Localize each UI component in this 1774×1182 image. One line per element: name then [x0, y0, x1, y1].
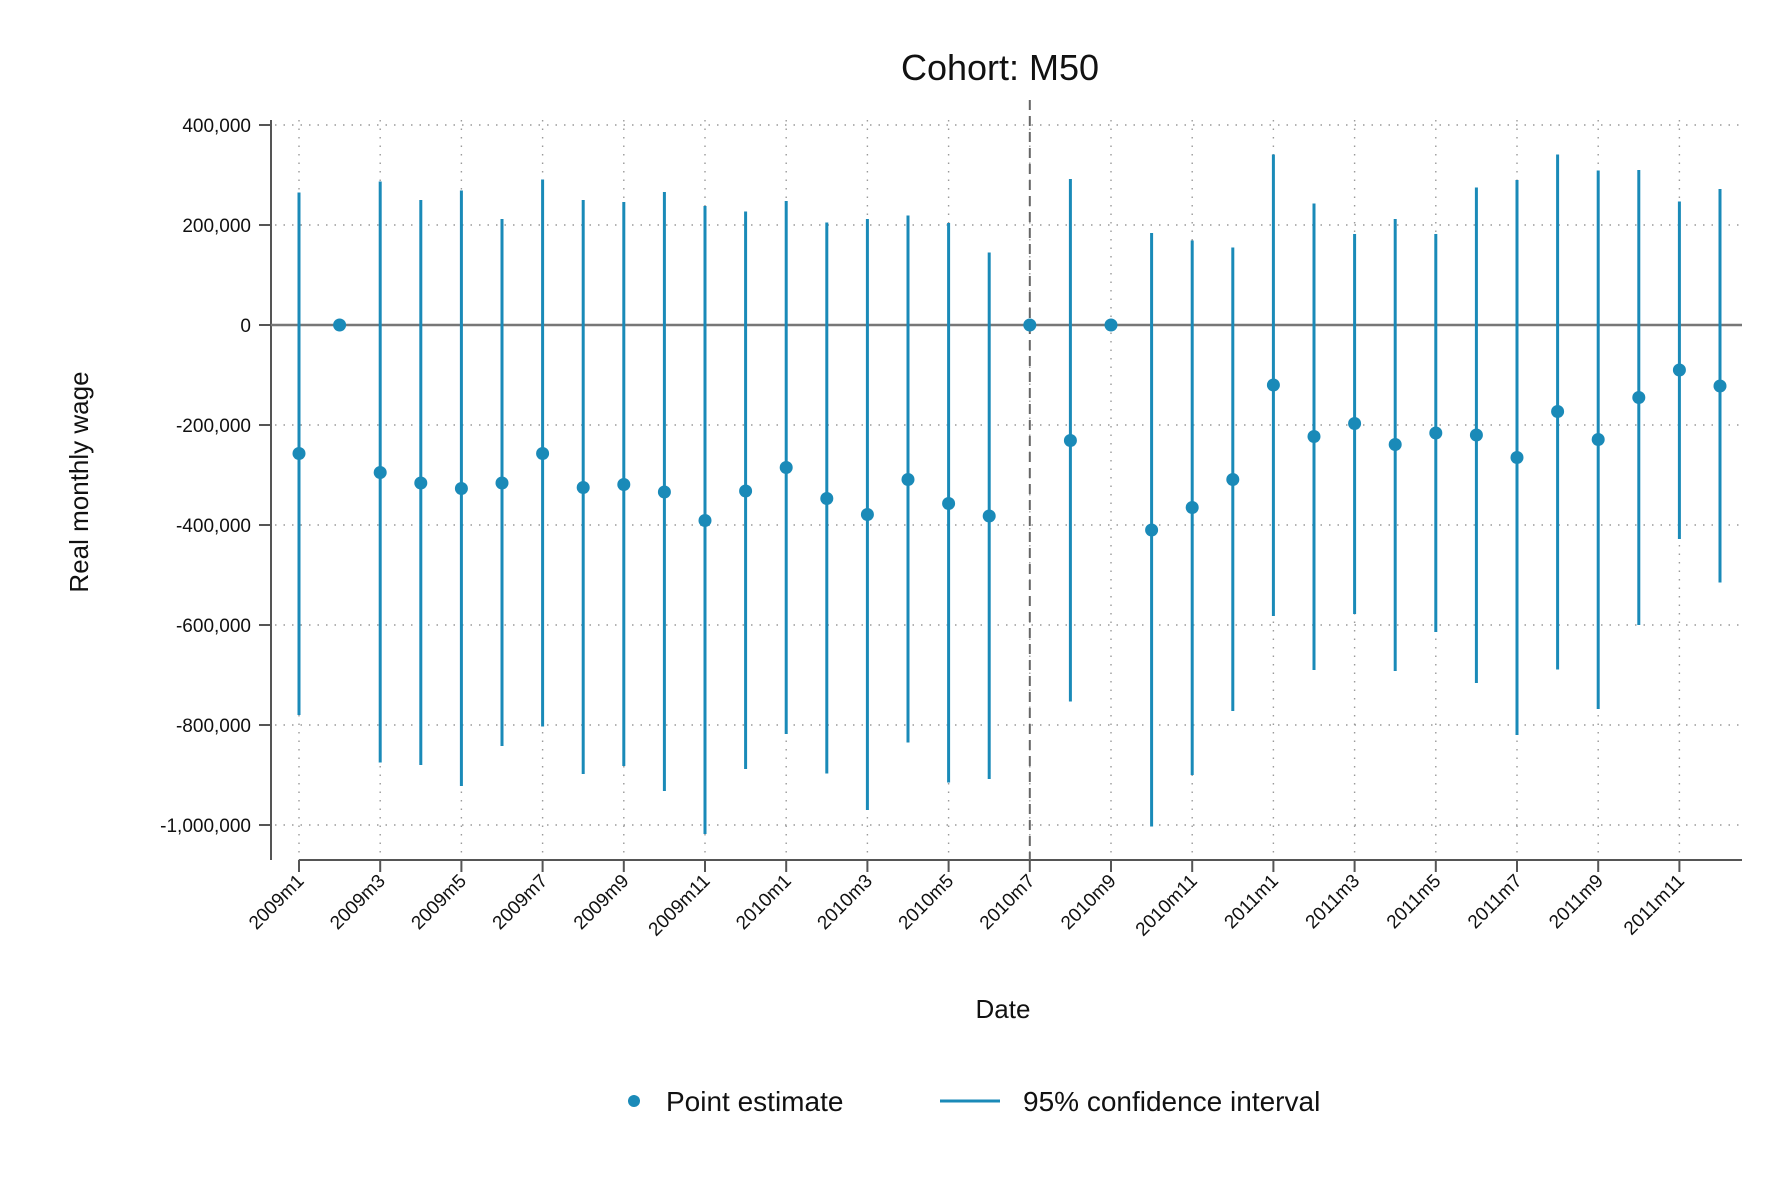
point-marker: [1469, 428, 1483, 442]
point-marker: [1672, 363, 1686, 377]
y-axis: 400,000 200,000 0 -200,000 -400,000 -600,000 -…: [160, 116, 272, 860]
point-estimate-series: [292, 318, 1727, 537]
point-marker: [1023, 318, 1037, 332]
x-tick-label: 2011m5: [1383, 871, 1445, 933]
y-tick-label: -600,000: [176, 616, 251, 637]
point-marker: [576, 481, 590, 494]
point-marker: [657, 485, 671, 499]
point-marker: [1348, 417, 1362, 430]
legend-point-marker: [628, 1095, 640, 1107]
y-tick-label: -800,000: [176, 716, 251, 737]
x-tick-label: 2009m3: [326, 871, 389, 934]
y-tick-label: -400,000: [176, 516, 251, 537]
point-marker: [820, 492, 834, 505]
point-marker: [617, 478, 631, 491]
y-tick-label: -1,000,000: [160, 816, 251, 837]
point-marker: [1185, 501, 1199, 514]
x-tick-label: 2011m7: [1464, 871, 1526, 933]
point-marker: [414, 476, 428, 490]
point-marker: [739, 484, 753, 498]
x-axis-title: Date: [976, 994, 1031, 1024]
point-marker: [860, 508, 874, 521]
x-tick-label: 2010m5: [895, 871, 958, 934]
y-tick-label: 0: [240, 316, 251, 337]
point-marker: [1226, 473, 1240, 486]
point-marker: [373, 466, 387, 479]
chart-title: Cohort: M50: [901, 47, 1099, 88]
x-axis: 2009m1 2009m3 2009m5 2009m7 2009m9 2009m11 201…: [245, 859, 1742, 941]
point-marker: [698, 514, 712, 527]
point-marker: [333, 318, 347, 332]
point-marker: [1388, 438, 1402, 451]
legend-ci-label: 95% confidence interval: [1023, 1086, 1320, 1117]
point-marker: [495, 476, 509, 490]
point-marker: [454, 482, 468, 495]
x-tick-label: 2009m1: [245, 871, 308, 934]
point-marker: [1632, 391, 1646, 404]
x-tick-label: 2011m9: [1545, 871, 1607, 933]
point-marker: [901, 473, 915, 486]
point-marker: [1429, 426, 1443, 440]
x-tick-label: 2010m1: [732, 871, 795, 934]
grid: [275, 120, 1742, 860]
y-axis-title: Real monthly wage: [64, 371, 94, 592]
point-marker: [1510, 451, 1524, 464]
legend-point-label: Point estimate: [666, 1086, 843, 1117]
confidence-interval-series: [297, 154, 1722, 834]
x-tick-label: 2010m7: [976, 871, 1039, 934]
point-marker: [1104, 318, 1118, 332]
x-tick-label: 2011m1: [1221, 871, 1283, 933]
point-marker: [942, 497, 956, 510]
point-marker: [982, 509, 996, 523]
point-marker: [1145, 523, 1159, 537]
x-tick-label: 2011m3: [1302, 871, 1364, 933]
point-marker: [1063, 434, 1077, 447]
reference-lines: [271, 100, 1742, 860]
point-marker: [292, 447, 306, 460]
point-marker: [536, 447, 550, 460]
point-marker: [1266, 378, 1280, 392]
x-tick-label: 2010m3: [814, 871, 877, 934]
y-tick-label: 200,000: [182, 216, 251, 237]
point-marker: [1307, 430, 1321, 443]
point-marker: [1713, 379, 1727, 393]
y-tick-label: -200,000: [176, 416, 251, 437]
x-tick-label: 2009m7: [489, 871, 552, 934]
point-marker: [1551, 405, 1565, 418]
x-tick-label: 2010m11: [1132, 871, 1202, 941]
x-tick-label: 2009m9: [570, 871, 633, 934]
x-tick-label: 2011m11: [1620, 871, 1689, 940]
legend: Point estimate 95% confidence interval: [628, 1086, 1320, 1117]
y-tick-label: 400,000: [182, 116, 251, 137]
point-marker: [779, 461, 793, 474]
point-marker: [1591, 433, 1605, 446]
x-tick-label: 2010m9: [1057, 871, 1120, 934]
x-tick-label: 2009m5: [408, 871, 471, 934]
x-tick-label: 2009m11: [645, 871, 715, 941]
